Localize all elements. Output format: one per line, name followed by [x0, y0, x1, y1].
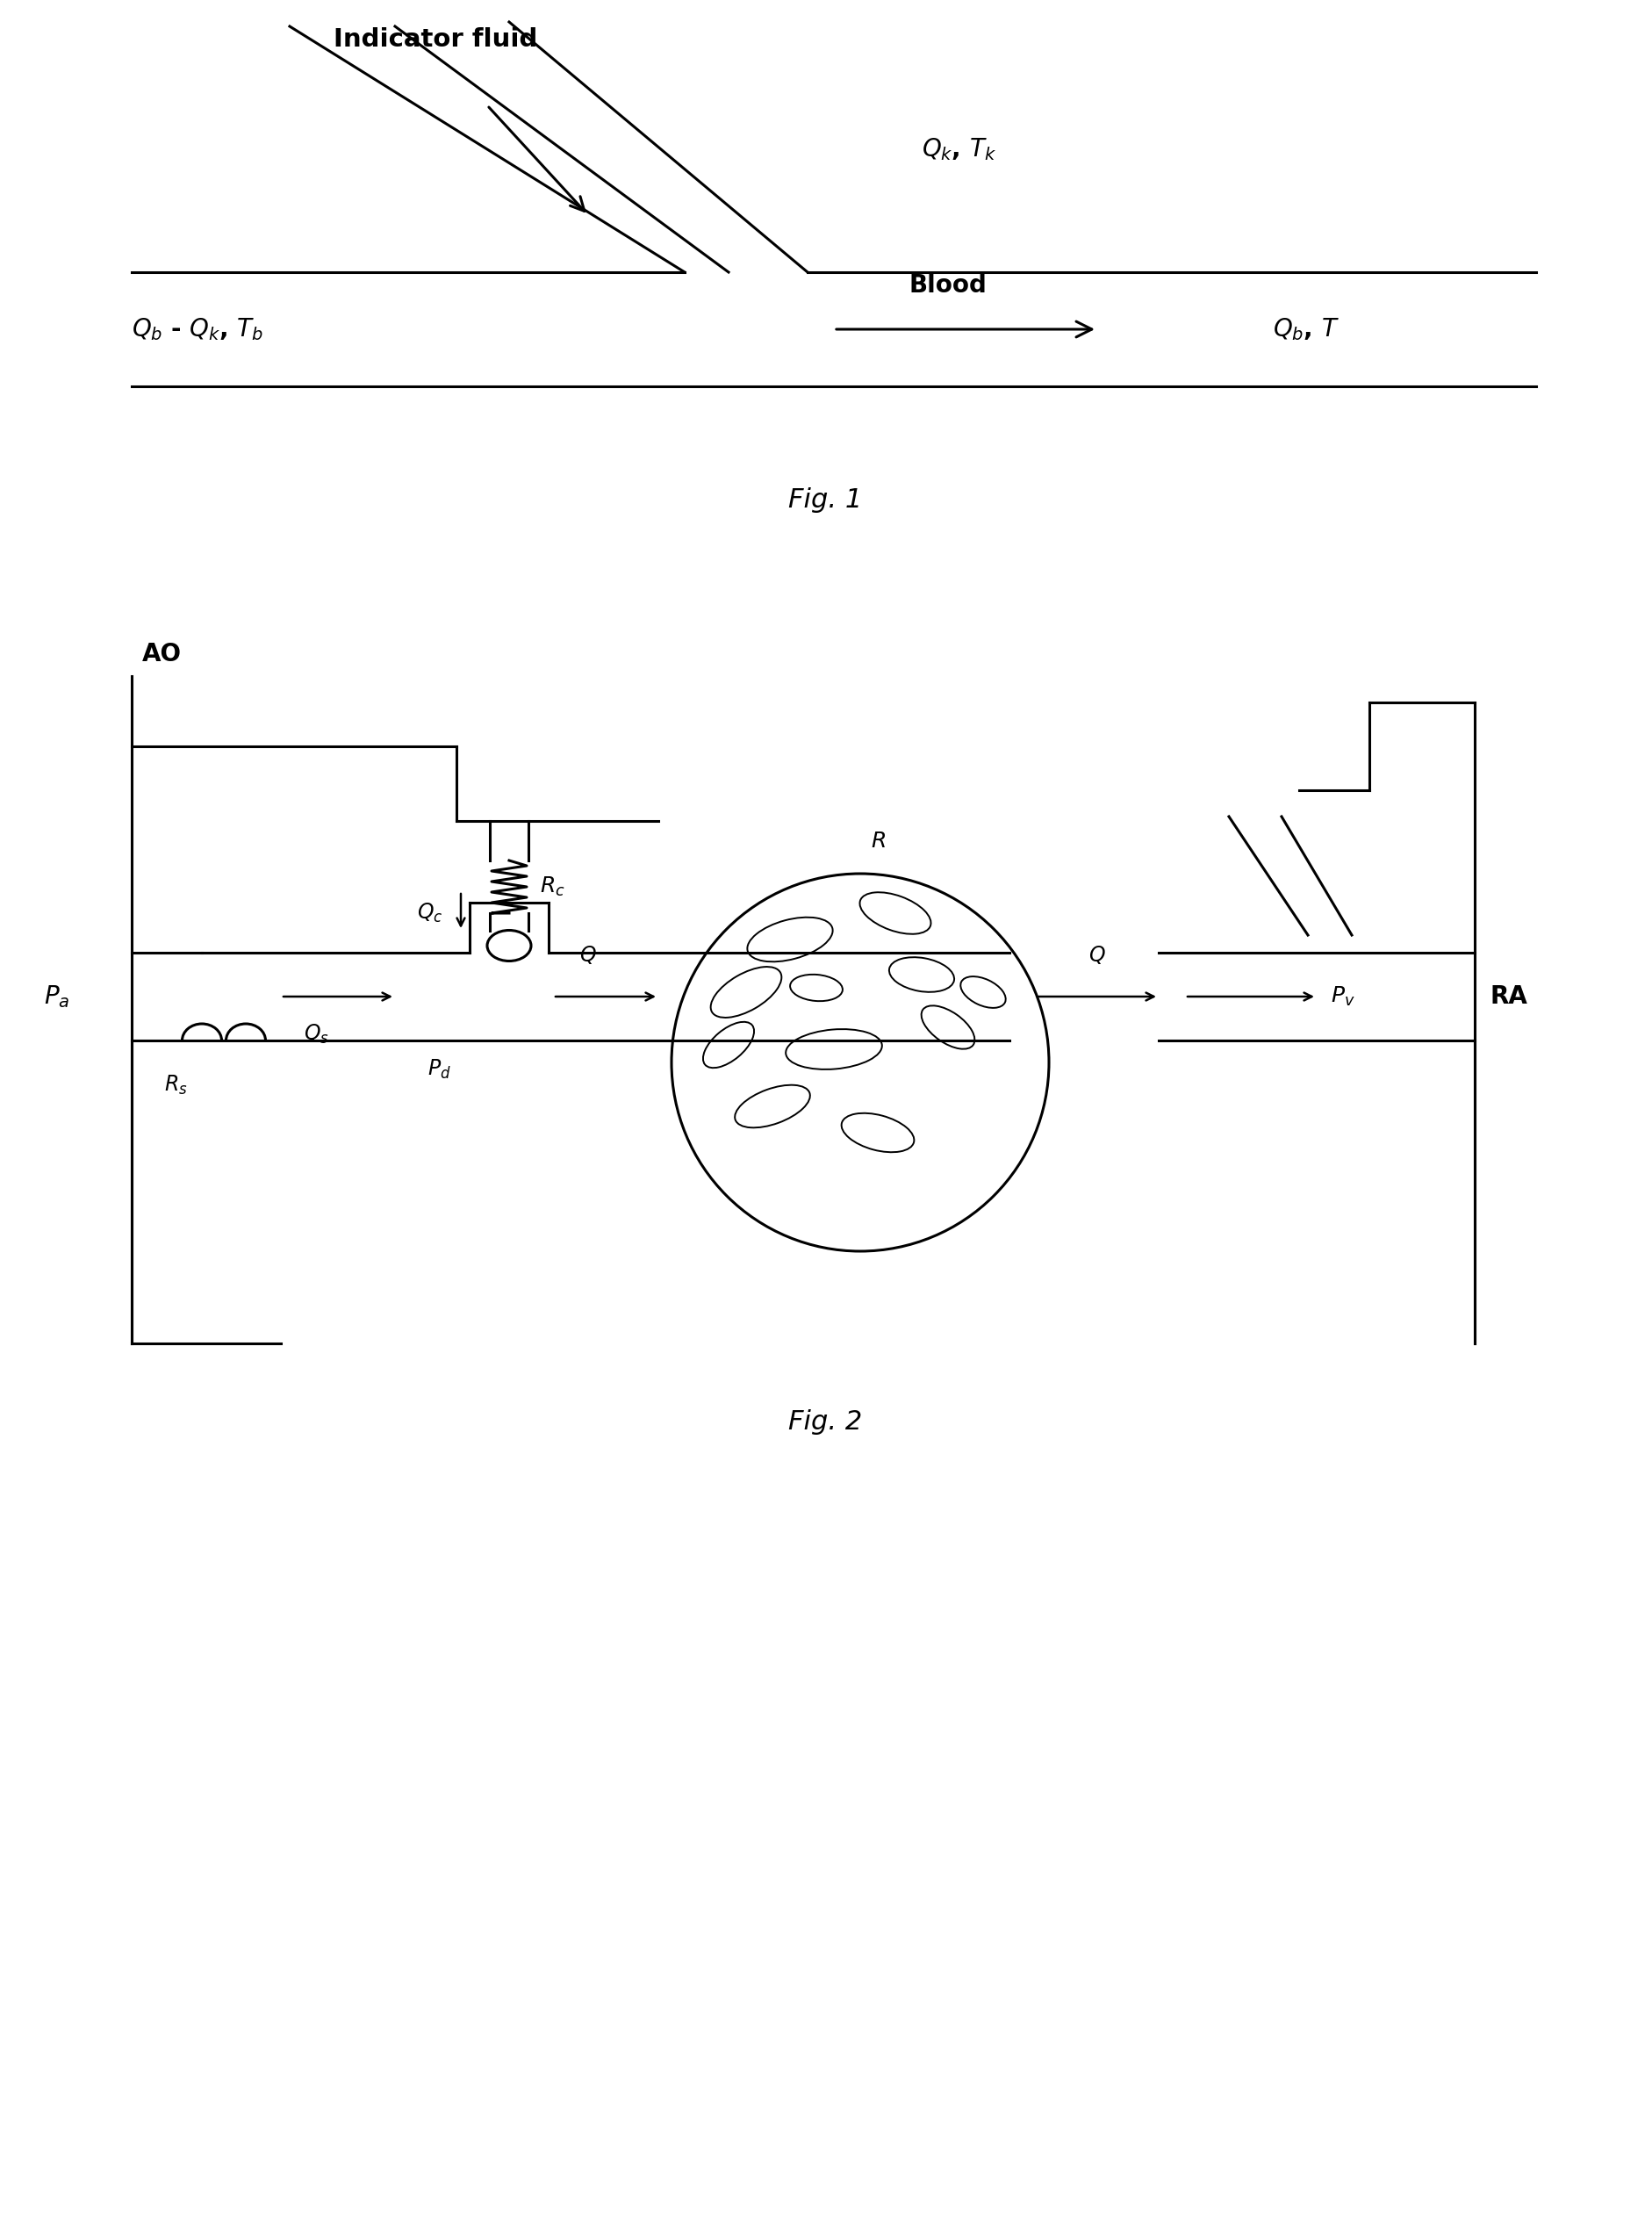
Text: $Q_b$ - $Q_k$, $T_b$: $Q_b$ - $Q_k$, $T_b$ [132, 316, 264, 343]
Text: AO: AO [142, 643, 182, 667]
Text: RA: RA [1490, 985, 1528, 1010]
Text: $Q$: $Q$ [580, 945, 596, 965]
Text: $Q_s$: $Q_s$ [304, 1023, 329, 1046]
Text: $Q$: $Q$ [1089, 945, 1105, 965]
Text: $Q_k$, $T_k$: $Q_k$, $T_k$ [922, 137, 996, 163]
Text: $Q_c$: $Q_c$ [418, 902, 443, 925]
Text: $R_c$: $R_c$ [540, 875, 565, 898]
Text: $R$: $R$ [871, 831, 885, 851]
Text: $R_s$: $R_s$ [164, 1075, 187, 1097]
Text: Fig. 1: Fig. 1 [788, 488, 862, 513]
Text: $P_v$: $P_v$ [1332, 985, 1355, 1008]
Text: Indicator fluid: Indicator fluid [334, 27, 537, 51]
Text: $Q_b$, $T$: $Q_b$, $T$ [1272, 316, 1340, 343]
Text: $P_a$: $P_a$ [45, 983, 69, 1010]
Text: Fig. 2: Fig. 2 [788, 1411, 862, 1435]
Text: Blood: Blood [909, 273, 986, 298]
Text: $P_d$: $P_d$ [428, 1059, 451, 1081]
